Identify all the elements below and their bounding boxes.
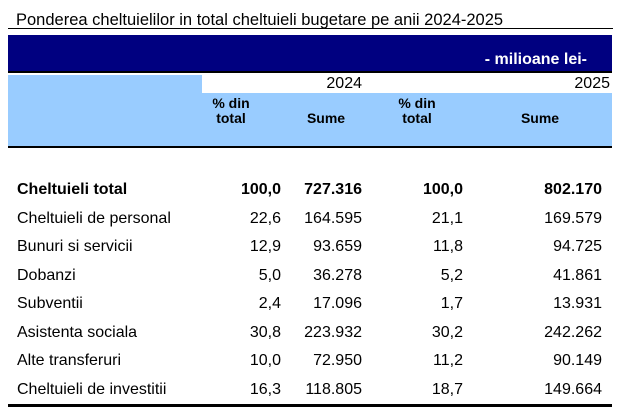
sume-2025-value: 13.931 (553, 295, 602, 313)
year-2024-label: 2024 (326, 75, 362, 92)
column-header-sume-2024: Sume (306, 110, 346, 126)
pct-2025-value: 11,8 (433, 238, 463, 256)
sume-2024-value: 72.950 (313, 352, 362, 370)
row-label: Cheltuieli total (17, 181, 128, 199)
pct-2024-value: 22,6 (249, 209, 281, 227)
sume-2025-value: 149.664 (544, 380, 602, 398)
page-title: Ponderea cheltuielilor in total cheltuie… (16, 11, 504, 29)
row-label: Cheltuieli de investitii (17, 380, 167, 398)
column-header-row: % din total Sume % din total Sume (8, 93, 612, 148)
sume-2024-value: 223.932 (304, 323, 362, 341)
sume-2025-value: 90.149 (553, 352, 602, 370)
row-label: Dobanzi (17, 266, 76, 284)
year-2025-label: 2025 (574, 75, 610, 92)
title-underline (8, 28, 613, 29)
sume-2024-value: 164.595 (304, 209, 362, 227)
budget-expenditure-table: - milioane lei- 2024 2025 % din total Su… (8, 35, 612, 410)
row-label: Alte transferuri (17, 352, 122, 370)
sume-2024-value: 17.096 (313, 295, 362, 313)
table-row-asistenta-sociala: Asistenta sociala 30,8 223.932 30,2 242.… (8, 319, 612, 348)
sume-2025-value: 242.262 (544, 323, 602, 341)
table-row-dobanzi: Dobanzi 5,0 36.278 5,2 41.861 (8, 262, 612, 291)
sume-2024-value: 93.659 (313, 238, 362, 256)
table-row-cheltuieli-de-personal: Cheltuieli de personal 22,6 164.595 21,1… (8, 205, 612, 234)
pct-2024-value: 5,0 (258, 266, 281, 284)
table-row-bunuri-si-servicii: Bunuri si servicii 12,9 93.659 11,8 94.7… (8, 233, 612, 262)
pct-2025-value: 21,1 (431, 209, 463, 227)
year-row-stub (8, 75, 202, 93)
pct-2025-value: 100,0 (422, 181, 463, 199)
sume-2025-value: 169.579 (544, 209, 602, 227)
sume-2025-value: 802.170 (544, 181, 602, 199)
row-label: Bunuri si servicii (17, 238, 133, 256)
pct-2024-value: 30,8 (249, 323, 281, 341)
pct-2024-value: 2,4 (258, 295, 281, 313)
table-row-alte-transferuri: Alte transferuri 10,0 72.950 11,2 90.149 (8, 347, 612, 376)
sume-2025-value: 94.725 (553, 238, 602, 256)
year-header-row: 2024 2025 (8, 75, 612, 93)
pct-2024-value: 100,0 (240, 181, 281, 199)
pct-2024-value: 10,0 (249, 352, 281, 370)
pct-2025-value: 11,2 (433, 352, 463, 370)
pct-2025-value: 5,2 (440, 266, 463, 284)
table-row-cheltuieli-total: Cheltuieli total 100,0 727.316 100,0 802… (8, 176, 612, 205)
unit-banner: - milioane lei- (8, 35, 612, 73)
pct-2025-value: 30,2 (431, 323, 463, 341)
pct-2025-value: 1,7 (440, 295, 463, 313)
column-header-stub (8, 96, 202, 146)
sume-2024-value: 36.278 (313, 266, 362, 284)
column-header-sume-2025: Sume (520, 110, 560, 126)
row-label: Subventii (17, 295, 83, 313)
column-header-pct-2025: % din total (398, 95, 436, 126)
pct-2024-value: 16,3 (249, 380, 281, 398)
unit-label: - milioane lei- (484, 51, 587, 68)
row-label: Asistenta sociala (17, 323, 138, 341)
pct-2024-value: 12,9 (249, 238, 281, 256)
table-row-cheltuieli-de-investitii: Cheltuieli de investitii 16,3 118.805 18… (8, 376, 612, 405)
row-label: Cheltuieli de personal (17, 209, 171, 227)
sume-2025-value: 41.861 (553, 266, 602, 284)
year-row-spacer (202, 75, 286, 93)
sume-2024-value: 118.805 (305, 380, 362, 398)
column-header-pct-2024: % din total (212, 95, 250, 126)
table-body: Cheltuieli total 100,0 727.316 100,0 802… (8, 176, 612, 407)
table-row-subventii: Subventii 2,4 17.096 1,7 13.931 (8, 290, 612, 319)
pct-2025-value: 18,7 (431, 380, 463, 398)
year-row-spacer (366, 75, 468, 93)
sume-2024-value: 727.316 (304, 181, 362, 199)
